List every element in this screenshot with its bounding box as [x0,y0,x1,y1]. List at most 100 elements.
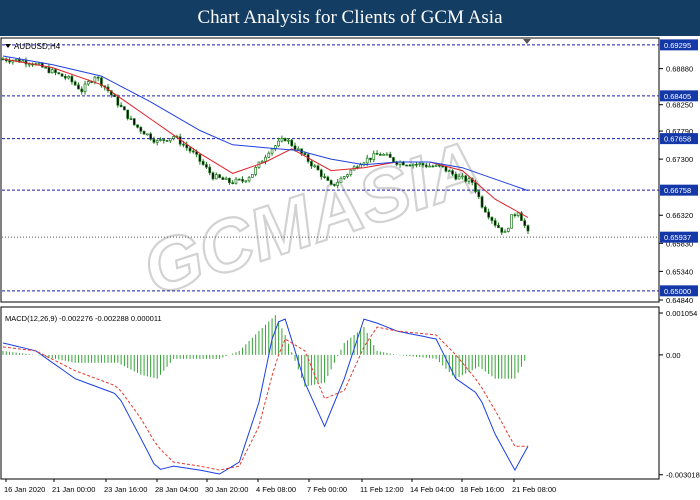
macd-label: MACD(12,26,9) -0.002276 -0.002288 0.0000… [5,314,162,323]
candle-down [149,133,153,140]
price-tick-label: 0.67790 [666,127,693,136]
candle-down [77,84,80,90]
candle-down [100,77,103,87]
candle-up [86,81,90,85]
candle-up [264,156,267,162]
candle-down [70,75,74,83]
candle-down [388,153,392,158]
price-tick-label: 0.68250 [666,101,693,110]
candle-down [329,180,333,185]
candle-down [356,166,359,169]
candle-up [67,75,70,79]
candle-down [474,182,477,192]
candle-up [313,165,317,168]
price-axis: 0.68880 0.68250 0.67790 0.67300 0.66320 0.658… [659,65,693,305]
candle-up [365,157,369,164]
candle-up [385,153,389,156]
candle-down [54,69,57,73]
moving-averages [2,55,529,218]
candle-down [198,154,202,162]
macd-tick-label: 0.00 [666,351,681,360]
candle-down [191,150,195,153]
price-tick-label: 0.66320 [666,211,693,220]
candle-down [424,164,428,168]
candle-down [132,118,136,126]
candle-down [290,139,294,147]
candle-up [37,62,41,65]
candle-down [431,165,435,168]
candle-up [83,83,87,93]
candle-down [405,164,408,167]
candle-up [359,164,363,169]
candles [1,56,530,235]
candle-up [280,138,284,142]
level-label-box [660,133,698,145]
candle-down [126,109,130,119]
candle-up [270,148,274,154]
level-label: 0.68405 [664,92,691,101]
candle-up [172,136,175,139]
candle-down [293,145,297,150]
candle-down [421,163,425,166]
candle-up [247,176,251,182]
candle-down [451,170,454,175]
watermark: GCMASIA [132,123,492,312]
candle-down [47,67,51,74]
candle-down [438,164,441,167]
watermark-text: GCMASIA [133,124,491,311]
candle-down [182,143,185,146]
candle-down [57,72,61,75]
ma-slow-line [2,55,529,192]
candle-down [221,177,225,180]
candle-down [408,164,412,167]
macd-panel-frame [0,306,660,480]
price-tick-label: 0.65830 [666,239,693,248]
candle-down [162,139,166,141]
candle-up [428,165,431,168]
level-labels: 0.69295 0.68405 0.67658 0.66758 0.65937 0.650… [660,39,698,297]
main-panel-frame [0,37,660,303]
macd-line [2,318,529,475]
candle-down [483,206,487,213]
level-label: 0.69295 [664,41,691,50]
time-tick-label: 11 Feb 12:00 [360,485,404,494]
candle-down [165,140,169,142]
price-tick-label: 0.65340 [666,267,693,276]
candle-down [195,151,198,155]
candle-down [401,161,405,166]
candle-down [129,118,133,120]
candle-up [214,174,218,180]
candle-down [310,161,313,167]
candle-down [493,220,497,226]
candle-down [63,76,67,79]
candle-down [326,176,330,181]
page-title: Chart Analysis for Clients of GCM Asia [197,7,503,28]
candle-up [267,152,271,158]
level-label: 0.66758 [664,186,691,195]
candle-down [139,126,143,132]
candle-up [510,214,513,229]
time-tick-label: 18 Feb 16:00 [460,485,504,494]
signal-line [2,326,528,471]
symbol-dropdown-icon[interactable] [5,44,11,48]
candle-up [287,139,290,142]
candle-down [8,60,11,63]
candle-up [168,138,172,142]
candle-down [303,153,307,155]
candle-down [454,173,458,180]
candle-down [497,224,500,229]
candle-down [333,184,336,186]
candle-up [447,170,451,173]
candle-up [146,133,149,136]
level-label-box [660,90,698,102]
candle-up [234,178,238,184]
candle-up [159,139,162,141]
candle-up [467,178,471,182]
candle-up [398,161,402,165]
candle-down [375,153,379,155]
candle-up [461,175,464,178]
time-tick-label: 23 Jan 16:00 [104,485,147,494]
candle-up [372,153,376,160]
macd-axis: 0.001054 0.00 -0.003018 [659,309,700,480]
chart-area: GCMASIA 0.68880 0.68250 0.67790 0.67300 0.66… [0,37,700,494]
